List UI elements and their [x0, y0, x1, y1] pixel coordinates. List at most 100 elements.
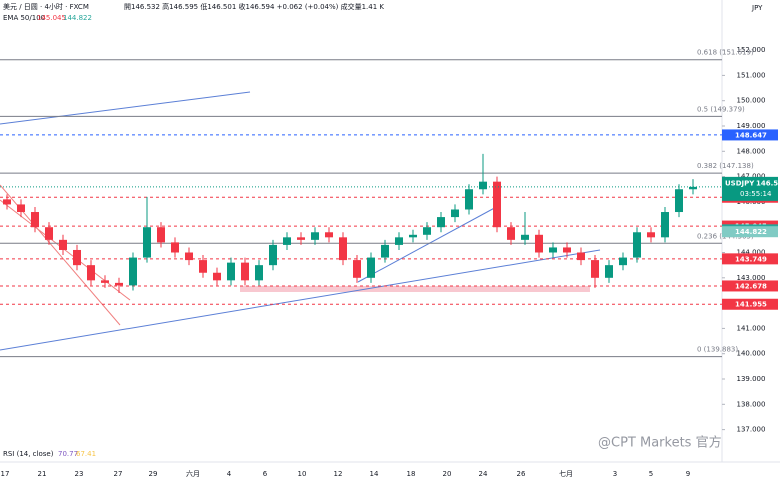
- x-tick-label: 10: [298, 470, 307, 478]
- y-tick-label: 140.000: [737, 350, 766, 358]
- candle-body: [675, 189, 683, 213]
- x-tick-label: 27: [114, 470, 123, 478]
- y-tick-label: 147.000: [737, 173, 766, 181]
- x-tick-label: 29: [149, 470, 158, 478]
- quote: 開146.532 高146.595 低146.501 收146.594 +0.0…: [124, 2, 384, 11]
- y-tick-label: 144.000: [737, 249, 766, 257]
- x-tick-label: 14: [370, 470, 379, 478]
- ema-title: EMA 50/100: [3, 14, 45, 22]
- last-price: 146.594: [756, 179, 780, 187]
- candle-body: [171, 242, 179, 253]
- trendline: [0, 91, 251, 125]
- price-label: 143.749: [735, 255, 767, 263]
- candle-body: [605, 265, 613, 278]
- y-tick-label: 152.000: [737, 46, 766, 54]
- symbol: 美元 / 日圆 · 4小时 · FXCM: [3, 2, 89, 11]
- candle-body: [493, 181, 501, 228]
- y-tick-label: 143.000: [737, 274, 766, 282]
- candle-body: [423, 227, 431, 235]
- candle-body: [689, 186, 697, 190]
- candle-body: [87, 265, 95, 281]
- candle-body: [353, 260, 361, 278]
- candle-body: [325, 232, 333, 238]
- candle-body: [409, 234, 417, 238]
- ema-fast: 145.045: [37, 14, 66, 22]
- candle-body: [549, 247, 557, 253]
- price-label: 148.647: [735, 131, 767, 139]
- price-label: 144.822: [735, 228, 767, 236]
- candle-body: [59, 239, 67, 250]
- y-tick-label: 151.000: [737, 71, 766, 79]
- candle-body: [297, 237, 305, 240]
- candle-body: [45, 227, 53, 240]
- candle-body: [451, 209, 459, 218]
- price-box: [722, 129, 778, 141]
- x-tick-label: 18: [407, 470, 416, 478]
- y-tick-label: 148.000: [737, 147, 766, 155]
- candle-body: [31, 212, 39, 228]
- x-tick-label: 21: [38, 470, 47, 478]
- x-tick-label: 六月: [186, 469, 200, 478]
- candle-body: [521, 234, 529, 240]
- candle-body: [115, 282, 123, 286]
- candle-body: [479, 181, 487, 190]
- x-tick-label: 23: [75, 470, 84, 478]
- currency: JPY: [751, 4, 763, 12]
- countdown: 03:55:14: [740, 190, 772, 198]
- candle-body: [661, 212, 669, 238]
- candle-body: [395, 237, 403, 245]
- y-tick-label: 138.000: [737, 400, 766, 408]
- zone: [240, 286, 590, 292]
- last-name: USDJPY: [725, 179, 755, 187]
- x-tick-label: 七月: [559, 469, 573, 478]
- candle-body: [283, 237, 291, 245]
- x-tick-label: 26: [517, 470, 526, 478]
- candle-body: [619, 257, 627, 266]
- last-box: [722, 176, 778, 201]
- candle-body: [185, 252, 193, 261]
- watermark: @CPT Markets 官方: [598, 435, 722, 451]
- channel: [0, 199, 131, 301]
- fib-label: 0.618 (151.619): [697, 49, 754, 57]
- x-tick-label: 6: [263, 470, 268, 478]
- candle-body: [101, 280, 109, 283]
- candle-body: [563, 247, 571, 253]
- price-label: 141.955: [735, 301, 767, 309]
- fib-label: 0.382 (147.138): [697, 162, 754, 170]
- ema-slow: 144.822: [63, 14, 92, 22]
- candle-body: [213, 272, 221, 281]
- fib-label: 0.5 (149.379): [697, 105, 745, 113]
- candle-body: [227, 262, 235, 281]
- candle-body: [241, 262, 249, 281]
- price-box: [722, 226, 778, 238]
- candle-body: [465, 189, 473, 210]
- x-tick-label: 12: [334, 470, 343, 478]
- candle-body: [339, 237, 347, 261]
- trendline: [0, 249, 601, 351]
- rsi-b: 67.41: [76, 450, 96, 458]
- candle-body: [129, 257, 137, 286]
- candle-body: [591, 260, 599, 278]
- x-tick-label: 5: [649, 470, 653, 478]
- x-tick-label: 17: [1, 470, 10, 478]
- rsi-title: RSI (14, close): [3, 450, 54, 458]
- rsi-a: 70.77: [58, 450, 78, 458]
- price-box: [722, 253, 778, 265]
- candle-body: [507, 227, 515, 240]
- candle-body: [535, 234, 543, 253]
- y-tick-label: 137.000: [737, 426, 766, 434]
- candle-body: [3, 199, 11, 205]
- price-label: 142.678: [735, 282, 767, 290]
- candle-body: [269, 244, 277, 266]
- candle-body: [17, 204, 25, 213]
- y-tick-label: 150.000: [737, 97, 766, 105]
- candle-body: [437, 217, 445, 228]
- x-tick-label: 9: [686, 470, 690, 478]
- y-tick-label: 139.000: [737, 375, 766, 383]
- candle-body: [143, 227, 151, 258]
- candle-body: [73, 249, 81, 266]
- price-box: [722, 280, 778, 292]
- y-tick-label: 149.000: [737, 122, 766, 130]
